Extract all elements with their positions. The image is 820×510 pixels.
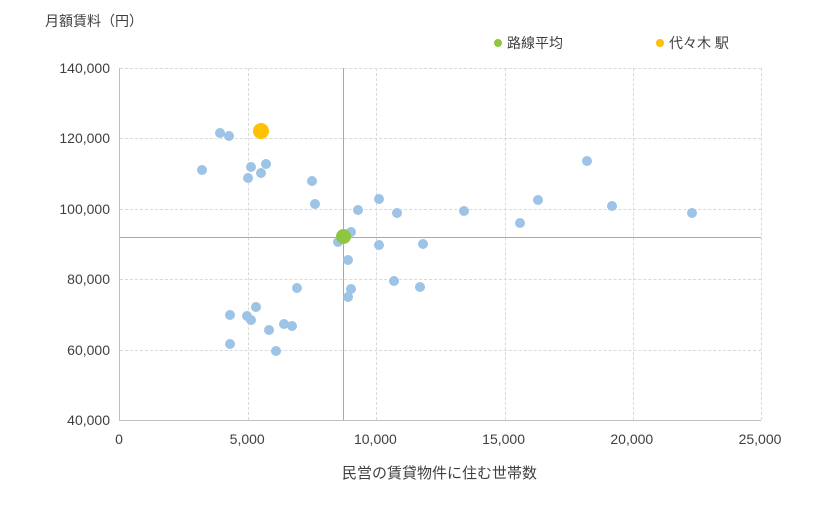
station-data-point (245, 315, 256, 326)
station-data-point (263, 324, 274, 335)
station-data-point (373, 193, 384, 204)
y-tick-label: 40,000 (67, 412, 110, 428)
station-data-point (532, 194, 543, 205)
station-data-point (309, 198, 320, 209)
x-tick-label: 5,000 (229, 431, 265, 447)
y-tick-label: 80,000 (67, 271, 110, 288)
plot-area (119, 68, 762, 421)
station-data-point (414, 281, 425, 292)
gridline-vertical (248, 68, 250, 420)
gridline-vertical (761, 68, 762, 420)
station-data-point (214, 128, 225, 139)
station-data-point (245, 161, 256, 172)
y-tick-label: 60,000 (67, 341, 110, 358)
station-data-point (343, 292, 354, 303)
x-tick-label: 25,000 (738, 431, 782, 447)
station-data-point (307, 175, 318, 186)
y-tick-label: 140,000 (59, 60, 110, 76)
y-tick-label: 100,000 (59, 200, 110, 217)
legend-label-yoyogi: 代々木 駅 (669, 35, 729, 51)
legend-item-route-average: 路線平均 (494, 33, 563, 53)
x-tick-label: 20,000 (610, 431, 654, 447)
x-tick-label: 10,000 (353, 431, 397, 447)
yoyogi-marker-icon (656, 39, 664, 47)
station-data-point (286, 321, 297, 332)
gridline-vertical (504, 68, 506, 420)
station-data-point (686, 207, 697, 218)
station-data-point (353, 204, 364, 215)
gridline-vertical (632, 68, 634, 420)
legend-item-yoyogi: 代々木 駅 (656, 33, 729, 53)
average-crosshair-vertical-line (343, 68, 345, 420)
station-data-point (581, 155, 592, 166)
average-crosshair-horizontal-line (120, 236, 761, 238)
y-tick-label: 120,000 (59, 130, 110, 147)
station-data-point (261, 159, 272, 170)
yoyogi-station-data-point (253, 123, 270, 139)
y-axis-title: 月額賃料（円） (45, 13, 143, 29)
station-data-point (243, 173, 254, 184)
station-data-point (458, 205, 469, 216)
gridline-horizontal (120, 68, 761, 69)
gridline-horizontal (120, 279, 761, 281)
station-data-point (607, 200, 618, 211)
station-data-point (343, 254, 354, 265)
station-data-point (514, 217, 525, 228)
station-data-point (391, 207, 402, 218)
x-tick-label: 15,000 (482, 431, 526, 447)
station-data-point (223, 130, 234, 141)
route-average-data-point (335, 229, 351, 245)
gridline-horizontal (120, 208, 761, 210)
station-data-point (373, 239, 384, 250)
station-data-point (250, 301, 261, 312)
station-data-point (291, 283, 302, 293)
station-data-point (197, 165, 208, 176)
station-data-point (225, 338, 236, 349)
route-average-marker-icon (494, 39, 502, 47)
station-data-point (417, 238, 428, 249)
station-data-point (345, 283, 356, 294)
station-data-point (225, 310, 236, 321)
gridline-horizontal (120, 138, 761, 140)
x-axis-title: 民営の賃貸物件に住む世帯数 (341, 465, 537, 482)
station-data-point (279, 318, 290, 329)
x-tick-label: 0 (115, 431, 123, 447)
station-data-point (271, 345, 282, 356)
station-data-point (256, 167, 267, 178)
gridline-horizontal (120, 349, 761, 351)
station-data-point (345, 227, 356, 238)
station-data-point (389, 275, 400, 286)
legend-label-route-average: 路線平均 (507, 35, 563, 51)
